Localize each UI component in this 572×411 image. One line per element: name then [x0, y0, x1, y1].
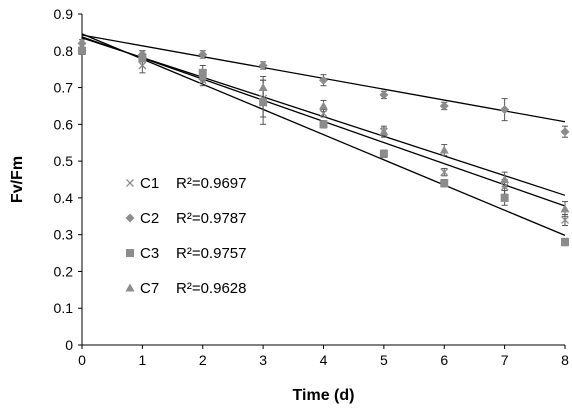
y-tick-label: 0.6 [54, 116, 74, 132]
point-c1 [319, 109, 328, 118]
legend-r2: R²=0.9697 [176, 175, 246, 192]
y-tick-label: 0.3 [54, 227, 74, 243]
y-tick-label: 0 [65, 337, 73, 353]
point-c7 [500, 175, 510, 183]
point-c1 [440, 168, 449, 177]
point-c2 [319, 75, 328, 85]
y-axis-title: Fv/Fm [9, 156, 26, 203]
y-tick-label: 0.9 [54, 6, 74, 22]
legend-marker [125, 283, 135, 292]
y-tick-label: 0.1 [54, 300, 74, 316]
x-tick-label: 1 [138, 352, 146, 368]
y-tick-label: 0.8 [54, 43, 74, 59]
legend-r2: R²=0.9757 [176, 245, 246, 262]
point-c3 [78, 46, 86, 55]
legend-r2: R²=0.9787 [176, 210, 246, 227]
y-ticks: 0 0.1 0.2 0.3 0.4 0.5 0.6 0.7 0.8 0.9 [54, 6, 82, 353]
point-c7 [319, 101, 328, 110]
point-c1 [500, 182, 509, 191]
y-tick-label: 0.7 [54, 80, 74, 96]
legend-r2: R²=0.9628 [176, 280, 246, 297]
point-c2 [500, 105, 510, 115]
trendline-c3 [81, 33, 566, 237]
x-tick-label: 3 [259, 352, 267, 368]
x-tick-label: 8 [561, 352, 569, 368]
point-c7 [379, 127, 389, 136]
point-c3 [259, 98, 268, 107]
x-tick-label: 2 [199, 352, 207, 368]
point-c2 [439, 101, 449, 111]
legend-item-c1: C1 R²=0.9697 [126, 175, 246, 192]
legend-series-name: C1 [140, 175, 159, 192]
y-tick-label: 0.5 [54, 153, 74, 169]
point-c3 [319, 120, 328, 129]
x-tick-label: 7 [501, 352, 509, 368]
legend-marker [125, 213, 135, 223]
point-c7 [77, 42, 87, 51]
legend-marker [126, 249, 134, 257]
x-tick-label: 0 [78, 352, 86, 368]
x-tick-label: 5 [380, 352, 388, 368]
point-c2 [198, 49, 208, 59]
point-c1 [138, 61, 147, 70]
legend-marker [126, 179, 134, 187]
y-tick-label: 0.2 [54, 263, 74, 279]
legend-series-name: C7 [140, 280, 159, 297]
x-ticks: 0 1 2 3 4 5 6 7 8 [78, 345, 569, 368]
point-c1 [561, 215, 569, 224]
plot-area: 0 1 2 3 4 5 6 7 8 0 0.1 0.2 0.3 0.4 0.5 0.6 0.7 0.8 0.9 [54, 6, 570, 368]
point-c3 [440, 179, 449, 188]
legend-series-name: C2 [140, 210, 159, 227]
y-tick-label: 0.4 [54, 190, 74, 206]
point-c7 [137, 49, 147, 58]
point-c7 [258, 83, 268, 92]
point-c2 [379, 90, 389, 100]
point-c3 [138, 54, 147, 63]
point-c3 [561, 238, 569, 247]
data-points [77, 38, 570, 247]
legend-item-c2: C2 R²=0.9787 [125, 210, 246, 227]
legend-series-name: C3 [140, 245, 159, 262]
point-c7 [198, 72, 208, 81]
x-axis-title: Time (d) [293, 387, 355, 404]
point-c3 [379, 149, 388, 158]
x-tick-label: 4 [320, 352, 328, 368]
point-c7 [439, 145, 449, 154]
point-c2 [258, 60, 268, 70]
trendlines [81, 33, 566, 237]
point-c7 [560, 204, 570, 213]
x-tick-label: 6 [440, 352, 448, 368]
legend: C1 R²=0.9697 C2 R²=0.9787 C3 R²=0.9757 C7 R²=0.… [125, 175, 246, 297]
legend-item-c7: C7 R²=0.9628 [125, 280, 246, 297]
point-c3 [500, 193, 509, 202]
legend-item-c3: C3 R²=0.9757 [126, 245, 246, 262]
point-c2 [560, 127, 570, 137]
